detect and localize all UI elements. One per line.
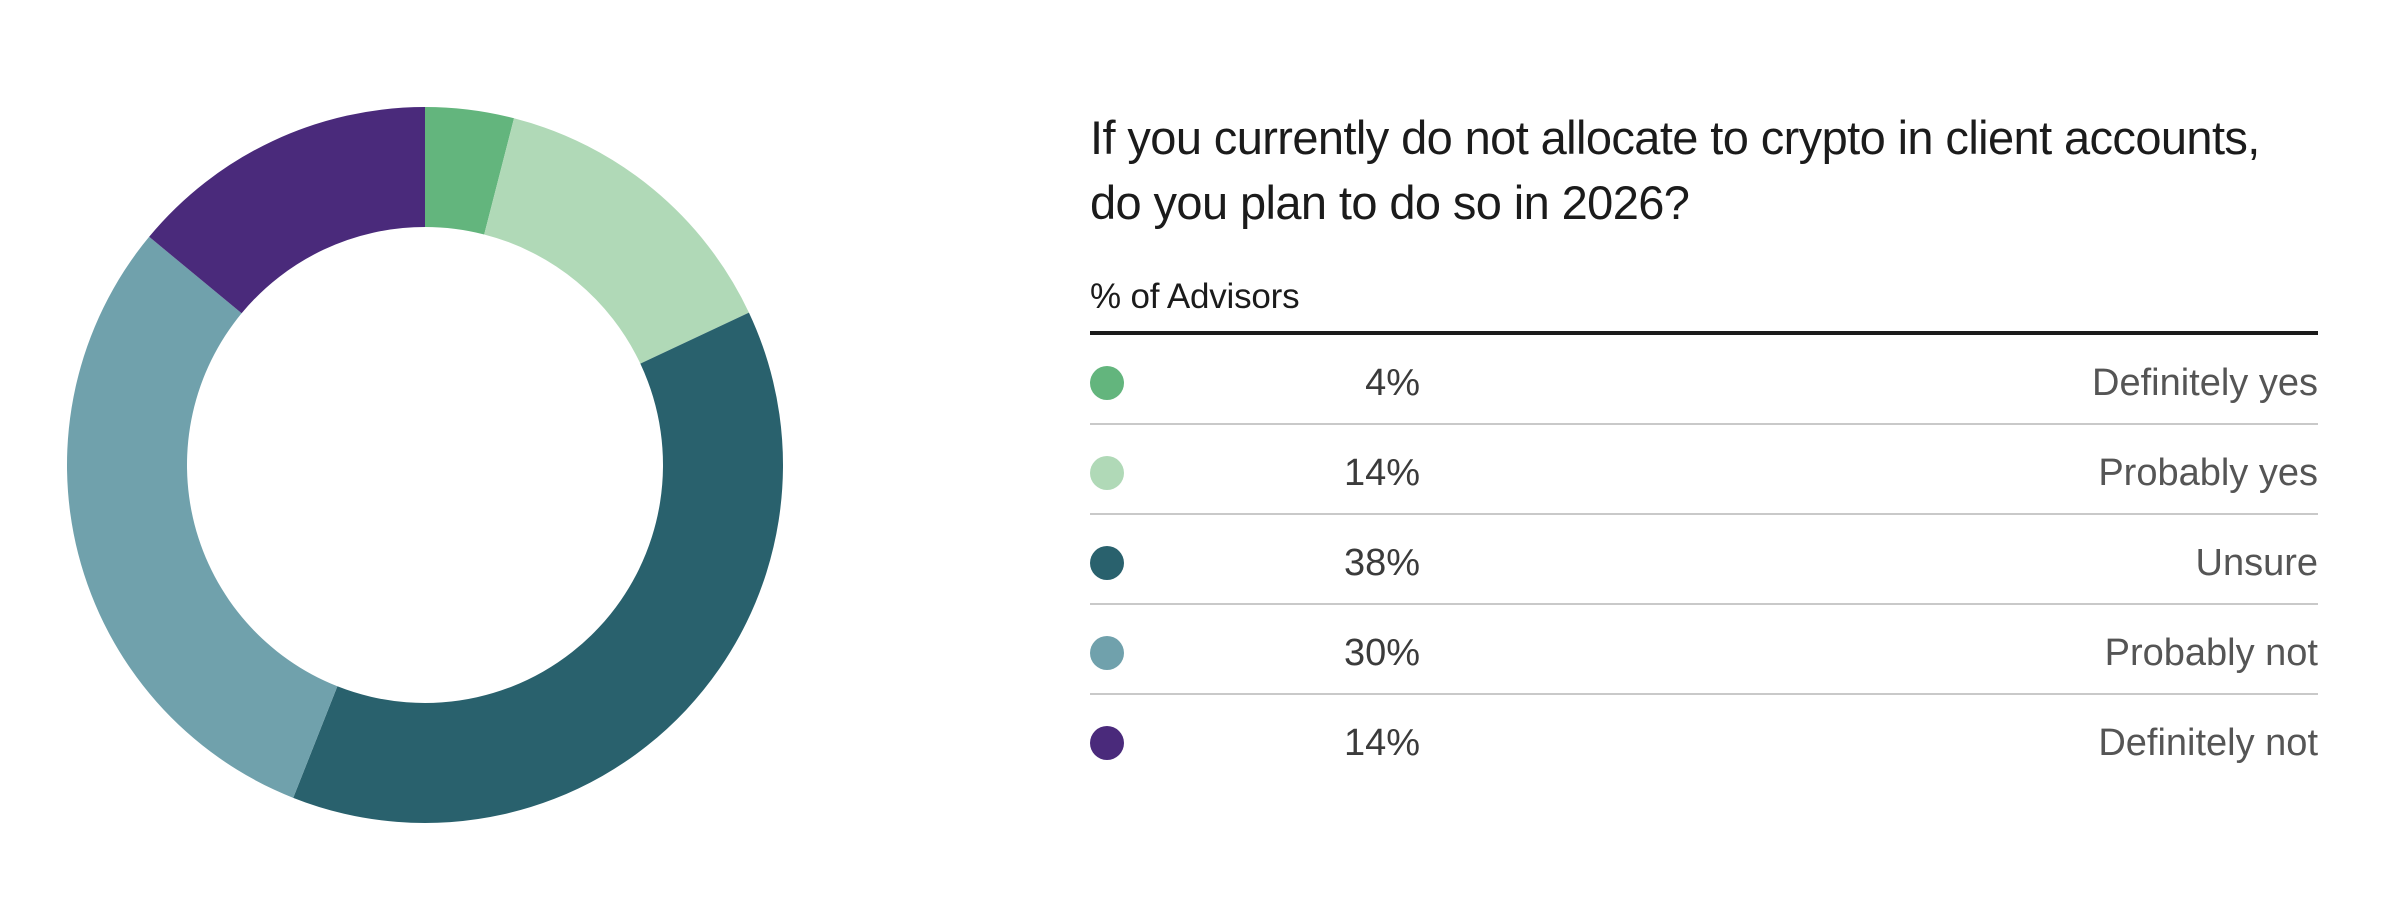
chart-title: If you currently do not allocate to cryp… xyxy=(1090,111,2260,229)
donut-slice-probably-yes xyxy=(484,118,749,364)
donut-chart-svg xyxy=(66,107,783,823)
legend-label: Probably yes xyxy=(2098,452,2318,494)
legend-row: 14% Definitely not xyxy=(1090,695,2318,783)
legend-label: Definitely yes xyxy=(2092,362,2318,404)
legend-label: Probably not xyxy=(2104,632,2318,674)
legend-swatch xyxy=(1090,366,1124,400)
data-label: 14% xyxy=(1343,722,1420,764)
data-label: 30% xyxy=(1343,632,1420,674)
legend-panel: If you currently do not allocate to cryp… xyxy=(1090,105,2318,783)
data-label: 14% xyxy=(1343,452,1420,494)
table-header: % of Advisors xyxy=(1090,277,2318,335)
legend-row: 30% Probably not xyxy=(1090,605,2318,695)
data-label: 38% xyxy=(1343,542,1420,584)
donut-slice-probably-not xyxy=(66,236,338,798)
donut-slice-definitely-not xyxy=(149,107,425,314)
donut-slice-unsure xyxy=(293,312,783,823)
legend-swatch xyxy=(1090,456,1124,490)
legend-row: 4% Definitely yes xyxy=(1090,335,2318,425)
legend-label: Unsure xyxy=(2195,542,2319,584)
legend-table: 4% Definitely yes 14% Probably yes 38% U… xyxy=(1090,335,2318,783)
donut-slice-definitely-yes xyxy=(425,107,515,235)
legend-swatch xyxy=(1090,546,1124,580)
legend-row: 38% Unsure xyxy=(1090,515,2318,605)
legend-row: 14% Probably yes xyxy=(1090,425,2318,515)
data-label: 4% xyxy=(1365,362,1420,404)
donut-chart xyxy=(50,90,800,840)
legend-label: Definitely not xyxy=(2098,722,2318,764)
legend-swatch xyxy=(1090,726,1124,760)
legend-swatch xyxy=(1090,636,1124,670)
